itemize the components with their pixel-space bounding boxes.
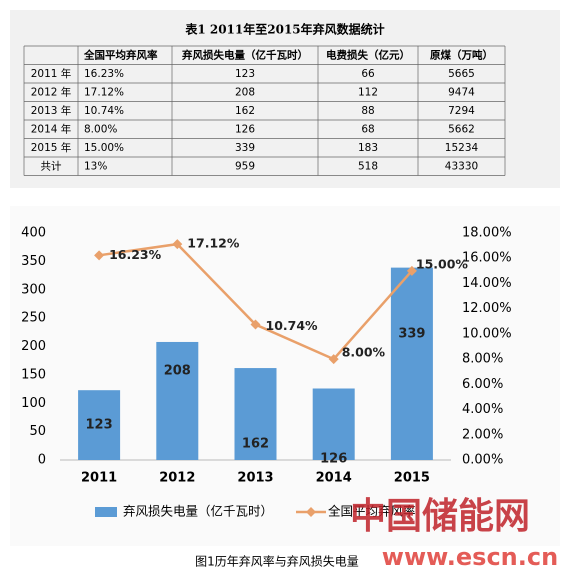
legend-label: 全国平均弃风率 (328, 504, 416, 519)
table-title: 表1 2011年至2015年弃风数据统计 (184, 22, 384, 37)
table-row-label: 2014 年 (31, 122, 72, 135)
table-cell: 339 (235, 142, 255, 154)
table-cell: 15.00% (84, 142, 124, 154)
bar-label: 162 (242, 437, 269, 452)
table-header: 全国平均弃风率 (83, 48, 158, 61)
table-cell: 112 (358, 86, 378, 98)
y-tick-label: 50 (29, 424, 46, 439)
y2-tick-label: 0.00% (462, 453, 503, 468)
bar (78, 390, 121, 460)
line-label: 17.12% (187, 236, 240, 251)
y-tick-label: 100 (21, 396, 46, 411)
table-cell: 68 (361, 123, 374, 135)
table-row-label: 2015 年 (31, 141, 72, 154)
legend-label: 弃风损失电量（亿千瓦时） (123, 504, 273, 519)
table-cell: 17.12% (84, 86, 124, 98)
line-marker (250, 319, 261, 330)
y2-tick-label: 6.00% (462, 377, 503, 392)
watermark-url: www.escn.cn (382, 543, 558, 571)
bar (390, 267, 433, 460)
legend-marker (306, 507, 316, 517)
y2-tick-label: 2.00% (462, 427, 503, 442)
y-tick-label: 0 (38, 453, 46, 468)
y2-tick-label: 4.00% (462, 402, 503, 417)
x-tick-label: 2011 (81, 471, 117, 486)
y-tick-label: 200 (21, 339, 46, 354)
bar-label: 126 (320, 452, 347, 467)
y2-tick-label: 10.00% (462, 326, 512, 341)
table-cell: 88 (361, 105, 374, 117)
table-row-label: 共计 (41, 159, 62, 172)
y-tick-label: 250 (21, 311, 46, 326)
y-tick-label: 350 (21, 254, 46, 269)
y-tick-label: 150 (21, 367, 46, 382)
table-cell: 16.23% (84, 68, 124, 80)
line-label: 10.74% (266, 318, 319, 333)
line-label: 8.00% (342, 345, 386, 360)
table-cell: 10.74% (84, 105, 124, 117)
x-tick-label: 2014 (316, 471, 352, 486)
bar-label: 339 (398, 326, 425, 341)
table-cell: 15234 (445, 142, 479, 154)
y2-tick-label: 12.00% (462, 301, 512, 316)
table-cell: 123 (235, 68, 255, 80)
table-row-label: 2011 年 (31, 67, 72, 80)
line-marker (172, 239, 183, 250)
line-label: 15.00% (416, 256, 469, 271)
y-tick-label: 300 (21, 282, 46, 297)
table-cell: 5665 (448, 68, 475, 80)
bar (234, 368, 277, 460)
table-cell: 7294 (448, 105, 475, 117)
y2-tick-label: 16.00% (462, 251, 512, 266)
line-marker (94, 250, 105, 261)
y-tick-label: 400 (21, 226, 46, 241)
x-tick-label: 2013 (237, 471, 273, 486)
y2-tick-label: 14.00% (462, 276, 512, 291)
bar (312, 388, 355, 460)
line-label: 16.23% (109, 247, 162, 262)
table-cell: 8.00% (84, 123, 117, 135)
caption: 图1历年弃风率与弃风损失电量 (195, 554, 359, 569)
y2-tick-label: 8.00% (462, 352, 503, 367)
table-cell: 13% (84, 160, 107, 172)
bar-label: 123 (86, 418, 113, 433)
table-cell: 66 (361, 68, 375, 80)
table-header: 原煤（万吨） (430, 48, 493, 61)
x-tick-label: 2012 (159, 471, 195, 486)
legend-swatch (95, 507, 117, 517)
table-cell: 9474 (448, 86, 475, 98)
table-header: 弃风损失电量（亿千瓦时） (181, 48, 308, 61)
table-cell: 162 (235, 105, 255, 117)
table-cell: 43330 (445, 160, 478, 172)
watermark-name: 中国储能网 (350, 496, 530, 537)
table-cell: 959 (235, 160, 255, 172)
line-marker (406, 265, 417, 276)
chart-background (10, 206, 560, 546)
table-cell: 183 (358, 142, 378, 154)
table-row-label: 2012 年 (31, 85, 72, 98)
table-cell: 518 (358, 160, 378, 172)
table-header: 电费损失（亿元） (326, 48, 410, 61)
table-cell: 126 (235, 123, 255, 135)
x-tick-label: 2015 (394, 471, 430, 486)
table-cell: 208 (235, 86, 255, 98)
y2-tick-label: 18.00% (462, 226, 512, 241)
line-marker (328, 354, 339, 365)
bar-label: 208 (164, 363, 191, 378)
table-cell: 5662 (448, 123, 475, 135)
table-background (10, 10, 560, 188)
table-row-label: 2013 年 (31, 104, 72, 117)
bar (156, 341, 199, 460)
